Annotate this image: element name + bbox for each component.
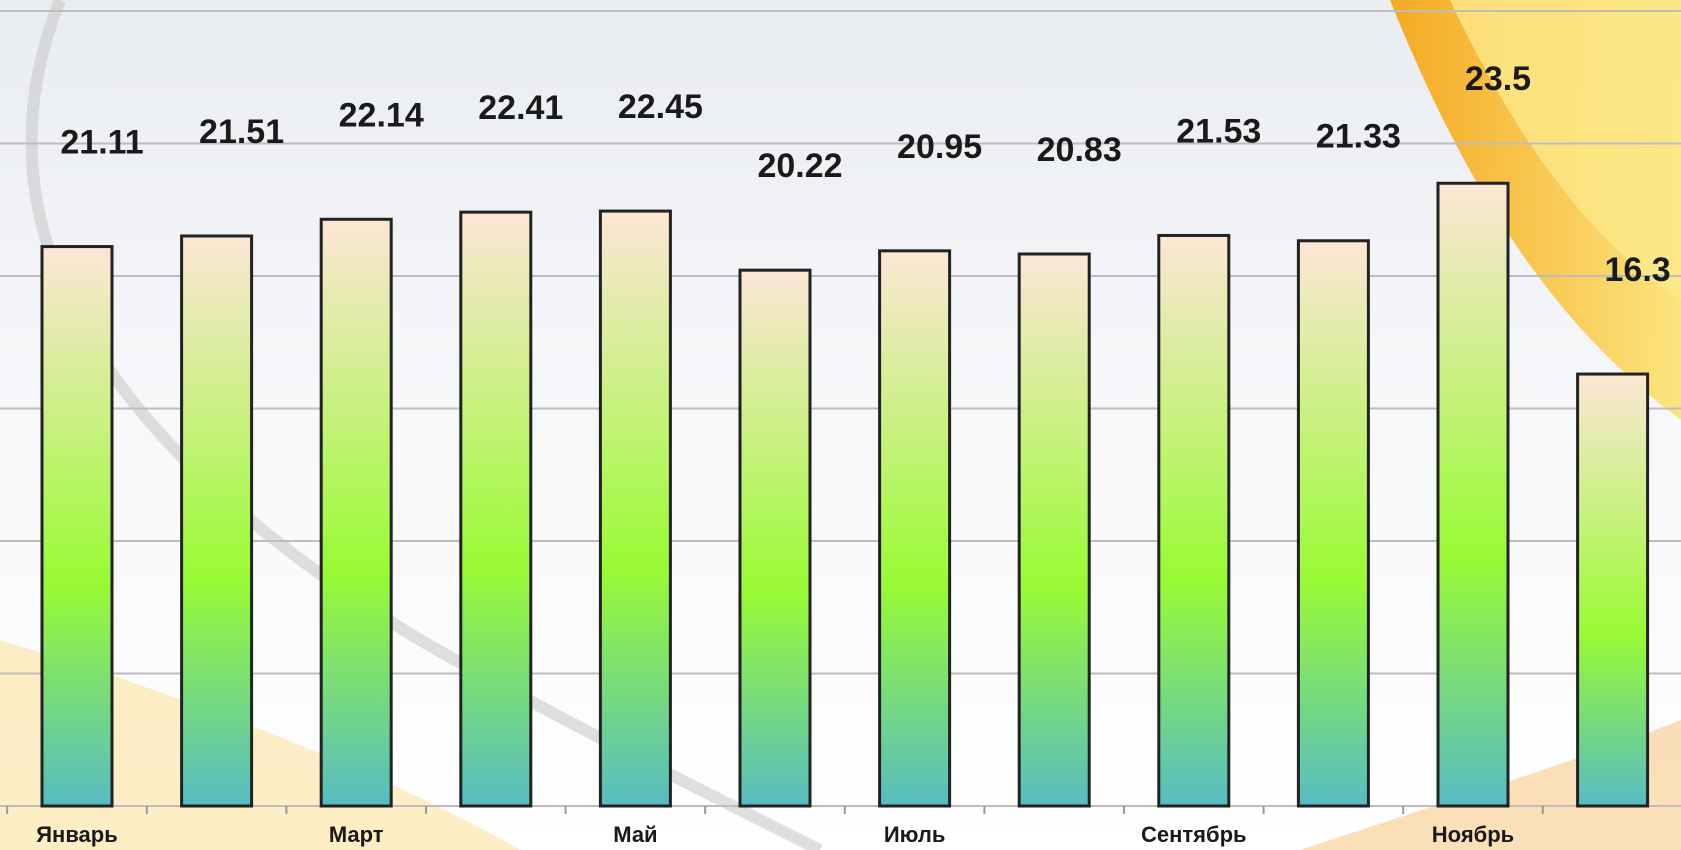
x-tick-label: Сентябрь <box>1141 822 1247 847</box>
value-label: 20.83 <box>1037 131 1122 169</box>
value-label: 22.41 <box>478 89 563 127</box>
bar <box>180 234 254 808</box>
bar <box>459 210 533 808</box>
bar <box>598 209 672 808</box>
value-label: 21.33 <box>1316 118 1401 156</box>
bar <box>40 245 114 808</box>
value-label: 21.51 <box>199 113 284 151</box>
bar <box>1017 252 1091 808</box>
decor-swoosh <box>1300 720 1681 850</box>
value-label: 23.5 <box>1465 60 1531 98</box>
plot-area: Январь 21.11 21.51 Март 22.14 22.41 Май 22.45 20… <box>0 10 1681 847</box>
bar <box>878 249 952 808</box>
x-tick-label: Май <box>613 822 657 847</box>
value-label: 22.14 <box>339 96 424 134</box>
bar <box>319 217 393 808</box>
bar <box>738 268 812 808</box>
value-label: 20.95 <box>897 128 982 166</box>
decor-swoosh <box>1450 0 1681 300</box>
x-tick-label: Ноябрь <box>1432 822 1514 847</box>
x-tick-label: Январь <box>36 822 118 847</box>
bar <box>1576 372 1650 808</box>
x-tick-label: Март <box>329 822 384 847</box>
value-label: 16.3 <box>1605 251 1671 289</box>
bar <box>1436 181 1510 808</box>
value-label: 21.11 <box>60 124 143 162</box>
value-label: 22.45 <box>618 88 703 126</box>
bar <box>1296 239 1370 808</box>
bar <box>1157 233 1231 808</box>
value-label: 21.53 <box>1176 112 1261 150</box>
x-tick-label: Июль <box>884 822 946 847</box>
value-label: 20.22 <box>757 147 842 185</box>
